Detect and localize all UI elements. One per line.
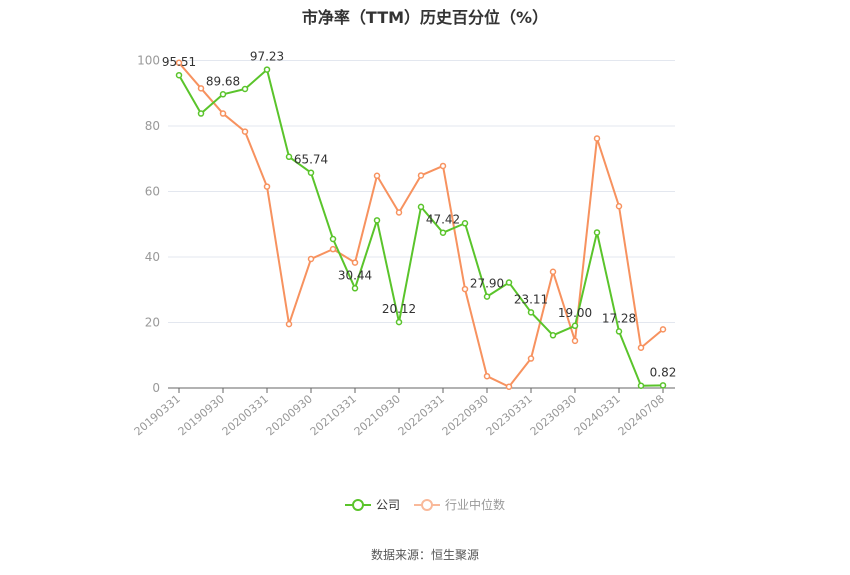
data-label: 27.90 <box>470 277 504 291</box>
data-point[interactable] <box>439 162 447 170</box>
data-point[interactable] <box>483 293 491 300</box>
x-tick-label: 20230930 <box>528 392 579 438</box>
legend-item-industry[interactable]: 行业中位数 <box>414 496 505 513</box>
data-point[interactable] <box>351 285 359 292</box>
chart-title: 市净率（TTM）历史百分位（%） <box>301 8 549 27</box>
data-source-note: 数据来源：恒生聚源 <box>370 548 479 562</box>
x-tick-label: 20200331 <box>220 392 271 438</box>
legend-line-circle-icon <box>414 498 440 511</box>
data-point[interactable] <box>219 91 227 98</box>
grid-lines <box>168 60 675 323</box>
data-point[interactable] <box>329 245 337 253</box>
data-point[interactable] <box>197 110 205 117</box>
data-label: 20.12 <box>382 302 416 316</box>
data-point[interactable] <box>505 383 513 390</box>
x-tick-label: 20240708 <box>616 392 667 438</box>
x-tick-label: 20220331 <box>396 392 447 438</box>
x-tick-label: 20210331 <box>308 392 359 438</box>
data-point[interactable] <box>461 220 469 227</box>
data-point[interactable] <box>571 337 579 345</box>
data-label: 95.51 <box>162 55 196 69</box>
data-point[interactable] <box>373 172 381 180</box>
data-point[interactable] <box>615 328 623 335</box>
data-label: 0.82 <box>650 365 677 379</box>
data-label: 47.42 <box>426 213 460 227</box>
y-tick-label: 100 <box>137 54 160 68</box>
data-point[interactable] <box>483 372 491 380</box>
data-label: 65.74 <box>294 153 328 167</box>
data-point[interactable] <box>571 322 579 330</box>
data-point[interactable] <box>263 66 271 73</box>
data-point[interactable] <box>593 135 601 142</box>
data-point[interactable] <box>241 85 249 93</box>
data-point[interactable] <box>307 169 315 176</box>
x-tick-label: 20240331 <box>572 392 623 438</box>
data-point[interactable] <box>417 203 425 211</box>
data-point[interactable] <box>285 320 293 328</box>
data-point[interactable] <box>659 326 667 333</box>
data-point[interactable] <box>505 279 513 286</box>
data-point[interactable] <box>637 344 645 351</box>
data-point[interactable] <box>329 235 337 243</box>
data-label: 89.68 <box>206 74 240 88</box>
legend-item-company[interactable]: 公司 <box>344 496 400 513</box>
data-point[interactable] <box>593 229 601 236</box>
data-point[interactable] <box>285 153 293 161</box>
data-point[interactable] <box>549 332 557 339</box>
y-tick-label: 40 <box>145 250 160 264</box>
data-point[interactable] <box>219 110 227 117</box>
data-point[interactable] <box>527 355 535 362</box>
data-point[interactable] <box>637 382 645 389</box>
data-point[interactable] <box>527 309 535 316</box>
x-tick-label: 20200930 <box>264 392 315 438</box>
data-label: 17.28 <box>602 311 636 325</box>
data-point[interactable] <box>351 259 359 266</box>
legend-label-industry: 行业中位数 <box>445 498 506 512</box>
y-tick-label: 20 <box>145 316 160 330</box>
data-point[interactable] <box>241 128 249 135</box>
series-industry-median[interactable] <box>175 59 667 390</box>
data-label: 30.44 <box>338 268 372 282</box>
legend: 公司 行业中位数 <box>0 496 850 513</box>
data-label: 23.11 <box>514 292 548 306</box>
series-company[interactable] <box>175 66 667 389</box>
data-point[interactable] <box>197 85 205 92</box>
x-tick-label: 20210930 <box>352 392 403 438</box>
y-tick-label: 60 <box>145 185 160 199</box>
legend-line-circle-icon <box>344 498 371 511</box>
data-label: 19.00 <box>558 306 592 320</box>
data-point[interactable] <box>175 71 183 79</box>
legend-label-company: 公司 <box>375 498 400 512</box>
data-point[interactable] <box>549 268 557 275</box>
data-point[interactable] <box>373 217 381 224</box>
data-point[interactable] <box>659 382 667 389</box>
x-tick-label: 20230331 <box>484 392 535 438</box>
y-tick-label: 0 <box>152 381 160 395</box>
data-point[interactable] <box>615 202 623 210</box>
y-tick-label: 80 <box>145 119 160 133</box>
x-tick-label: 20190930 <box>176 392 227 438</box>
data-point[interactable] <box>175 59 183 67</box>
data-point[interactable] <box>395 318 403 326</box>
data-point[interactable] <box>417 172 425 179</box>
y-axis: 0 20 40 60 80 100 <box>137 54 160 396</box>
data-label: 97.23 <box>250 50 284 64</box>
data-labels: 95.51 89.68 97.23 65.74 30.44 20.12 47.42 27.90… <box>162 50 677 380</box>
data-point[interactable] <box>395 209 403 216</box>
x-axis: 2019033120190930202003312020093020210331… <box>132 387 675 438</box>
data-point[interactable] <box>461 285 469 293</box>
data-point[interactable] <box>263 183 271 190</box>
x-tick-label: 20220930 <box>440 392 491 438</box>
data-point[interactable] <box>439 229 447 236</box>
data-point[interactable] <box>307 255 315 263</box>
x-tick-label: 20190331 <box>132 392 183 438</box>
